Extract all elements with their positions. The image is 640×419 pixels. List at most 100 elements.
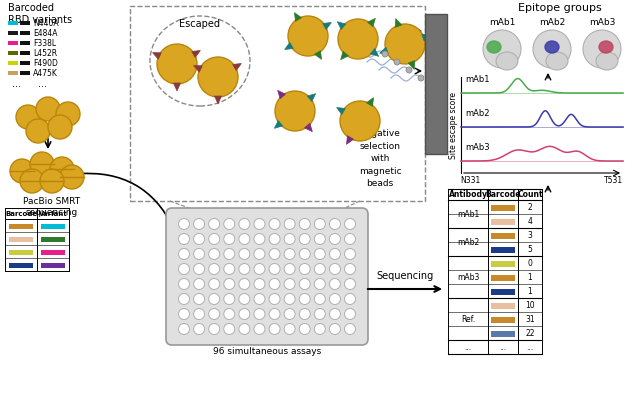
FancyBboxPatch shape bbox=[166, 208, 368, 345]
Circle shape bbox=[344, 293, 355, 305]
Polygon shape bbox=[214, 96, 221, 104]
Circle shape bbox=[330, 264, 340, 274]
Polygon shape bbox=[233, 64, 241, 70]
FancyBboxPatch shape bbox=[8, 51, 18, 55]
Circle shape bbox=[300, 323, 310, 334]
Polygon shape bbox=[173, 83, 180, 91]
FancyBboxPatch shape bbox=[20, 41, 30, 45]
Circle shape bbox=[224, 308, 235, 320]
Circle shape bbox=[193, 293, 205, 305]
Text: 1: 1 bbox=[527, 287, 532, 295]
Circle shape bbox=[284, 233, 295, 245]
Polygon shape bbox=[307, 93, 316, 101]
Circle shape bbox=[269, 248, 280, 259]
FancyBboxPatch shape bbox=[491, 261, 515, 267]
Circle shape bbox=[209, 323, 220, 334]
Circle shape bbox=[179, 293, 189, 305]
Circle shape bbox=[26, 119, 50, 143]
Circle shape bbox=[314, 308, 325, 320]
Ellipse shape bbox=[483, 30, 521, 68]
Circle shape bbox=[406, 67, 412, 73]
Circle shape bbox=[179, 308, 189, 320]
Circle shape bbox=[288, 16, 328, 56]
Text: N440A: N440A bbox=[33, 18, 59, 28]
Circle shape bbox=[179, 248, 189, 259]
Circle shape bbox=[224, 248, 235, 259]
FancyBboxPatch shape bbox=[41, 224, 65, 229]
FancyBboxPatch shape bbox=[41, 250, 65, 255]
Circle shape bbox=[179, 279, 189, 290]
Circle shape bbox=[224, 264, 235, 274]
Polygon shape bbox=[422, 34, 430, 41]
Circle shape bbox=[254, 233, 265, 245]
Circle shape bbox=[344, 308, 355, 320]
Circle shape bbox=[16, 105, 40, 129]
FancyBboxPatch shape bbox=[491, 205, 515, 211]
Text: Barcode: Barcode bbox=[485, 189, 521, 199]
Circle shape bbox=[338, 19, 378, 59]
Circle shape bbox=[30, 152, 54, 176]
Polygon shape bbox=[367, 18, 375, 27]
FancyBboxPatch shape bbox=[491, 247, 515, 253]
Polygon shape bbox=[193, 66, 202, 72]
Circle shape bbox=[344, 279, 355, 290]
Circle shape bbox=[330, 279, 340, 290]
Text: Epitope groups: Epitope groups bbox=[518, 3, 602, 13]
Circle shape bbox=[314, 264, 325, 274]
FancyBboxPatch shape bbox=[491, 275, 515, 281]
Circle shape bbox=[193, 279, 205, 290]
Circle shape bbox=[344, 233, 355, 245]
Text: 22: 22 bbox=[525, 328, 535, 337]
Circle shape bbox=[239, 218, 250, 230]
Text: N331: N331 bbox=[460, 176, 480, 185]
Circle shape bbox=[300, 279, 310, 290]
Circle shape bbox=[300, 293, 310, 305]
FancyBboxPatch shape bbox=[20, 51, 30, 55]
Circle shape bbox=[269, 293, 280, 305]
Circle shape bbox=[193, 323, 205, 334]
Text: mAb2: mAb2 bbox=[457, 238, 479, 246]
Text: ...: ... bbox=[38, 79, 47, 89]
FancyBboxPatch shape bbox=[8, 61, 18, 65]
Circle shape bbox=[314, 218, 325, 230]
Text: Sequencing: Sequencing bbox=[376, 271, 434, 281]
Text: Variant: Variant bbox=[38, 211, 67, 217]
Polygon shape bbox=[294, 13, 301, 21]
Circle shape bbox=[48, 115, 72, 139]
Circle shape bbox=[394, 59, 400, 65]
Circle shape bbox=[193, 308, 205, 320]
Text: ...: ... bbox=[527, 342, 534, 352]
Circle shape bbox=[330, 308, 340, 320]
Circle shape bbox=[209, 264, 220, 274]
Text: Barcode: Barcode bbox=[5, 211, 37, 217]
Circle shape bbox=[269, 323, 280, 334]
FancyBboxPatch shape bbox=[41, 237, 65, 242]
Circle shape bbox=[330, 293, 340, 305]
Text: mAb1: mAb1 bbox=[489, 18, 515, 27]
Circle shape bbox=[179, 323, 189, 334]
Circle shape bbox=[239, 323, 250, 334]
Ellipse shape bbox=[496, 52, 518, 70]
Text: Barcoded
RBD variants: Barcoded RBD variants bbox=[8, 3, 72, 26]
Circle shape bbox=[209, 233, 220, 245]
Text: Ref.: Ref. bbox=[461, 315, 475, 323]
Circle shape bbox=[330, 233, 340, 245]
Polygon shape bbox=[275, 121, 283, 128]
Circle shape bbox=[284, 264, 295, 274]
Ellipse shape bbox=[487, 41, 501, 53]
Circle shape bbox=[179, 264, 189, 274]
Text: 31: 31 bbox=[525, 315, 535, 323]
Text: 96 simultaneous assays: 96 simultaneous assays bbox=[213, 347, 321, 356]
Circle shape bbox=[300, 248, 310, 259]
Circle shape bbox=[300, 264, 310, 274]
Circle shape bbox=[382, 51, 388, 57]
Polygon shape bbox=[314, 51, 321, 59]
Ellipse shape bbox=[599, 41, 613, 53]
FancyBboxPatch shape bbox=[491, 317, 515, 323]
Polygon shape bbox=[380, 47, 388, 54]
Text: mAb3: mAb3 bbox=[457, 272, 479, 282]
Circle shape bbox=[224, 218, 235, 230]
Circle shape bbox=[254, 264, 265, 274]
Circle shape bbox=[239, 308, 250, 320]
Circle shape bbox=[314, 248, 325, 259]
